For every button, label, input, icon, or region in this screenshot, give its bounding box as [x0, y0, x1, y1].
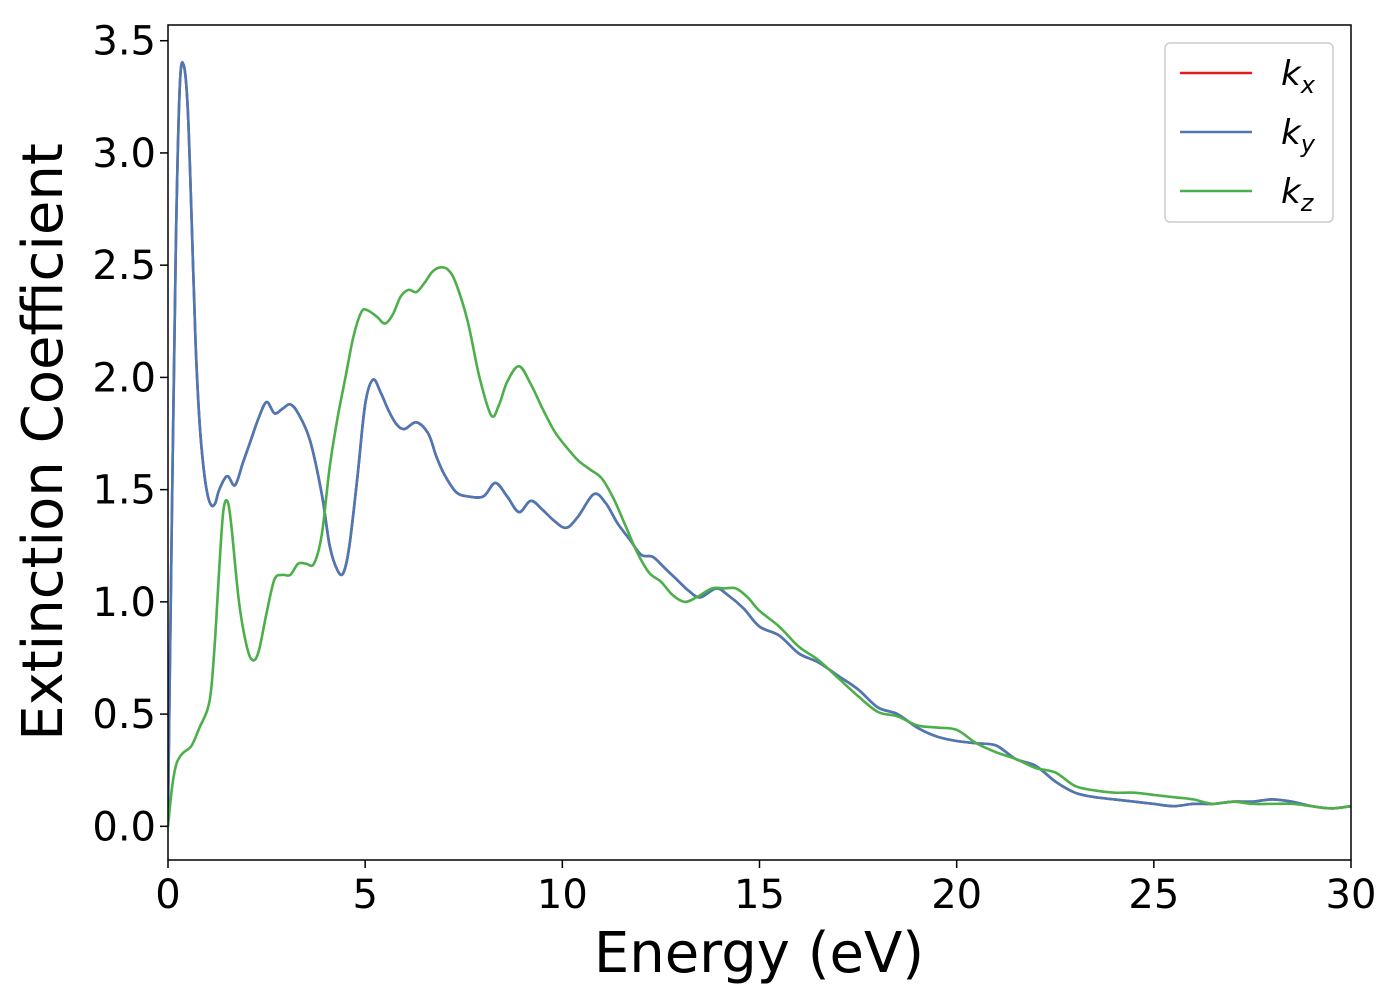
y-tick-label: 3.0: [92, 131, 156, 177]
y-tick-label: 0.5: [92, 692, 156, 738]
legend-label-ky: ky: [1281, 113, 1316, 158]
x-tick-label: 30: [1326, 872, 1377, 918]
y-tick-label: 3.5: [92, 19, 156, 65]
x-tick-label: 0: [155, 872, 180, 918]
y-tick-label: 0.0: [92, 804, 156, 850]
y-axis-label: Extinction Coefficient: [11, 143, 76, 741]
x-axis-label: Energy (eV): [594, 921, 924, 986]
y-tick-label: 2.5: [92, 243, 156, 289]
series-layer: [168, 61, 1351, 828]
y-axis: 0.0 0.5 1.0 1.5 2.0 2.5 3.0 3.5: [92, 19, 168, 850]
series-line-kz: [168, 265, 1351, 828]
x-tick-label: 15: [734, 872, 785, 918]
legend-label-kx: kx: [1281, 54, 1316, 99]
legend-label-kz: kz: [1281, 172, 1315, 217]
x-axis: 0 5 10 15 20 25 30: [155, 860, 1376, 918]
y-tick-label: 1.0: [92, 580, 156, 626]
x-tick-label: 10: [537, 872, 588, 918]
x-tick-label: 20: [931, 872, 982, 918]
y-tick-label: 2.0: [92, 355, 156, 401]
x-tick-label: 25: [1128, 872, 1179, 918]
legend: kx ky kz: [1164, 42, 1334, 223]
y-tick-label: 1.5: [92, 468, 156, 514]
x-tick-label: 5: [352, 872, 377, 918]
series-line-ky: [168, 61, 1351, 817]
